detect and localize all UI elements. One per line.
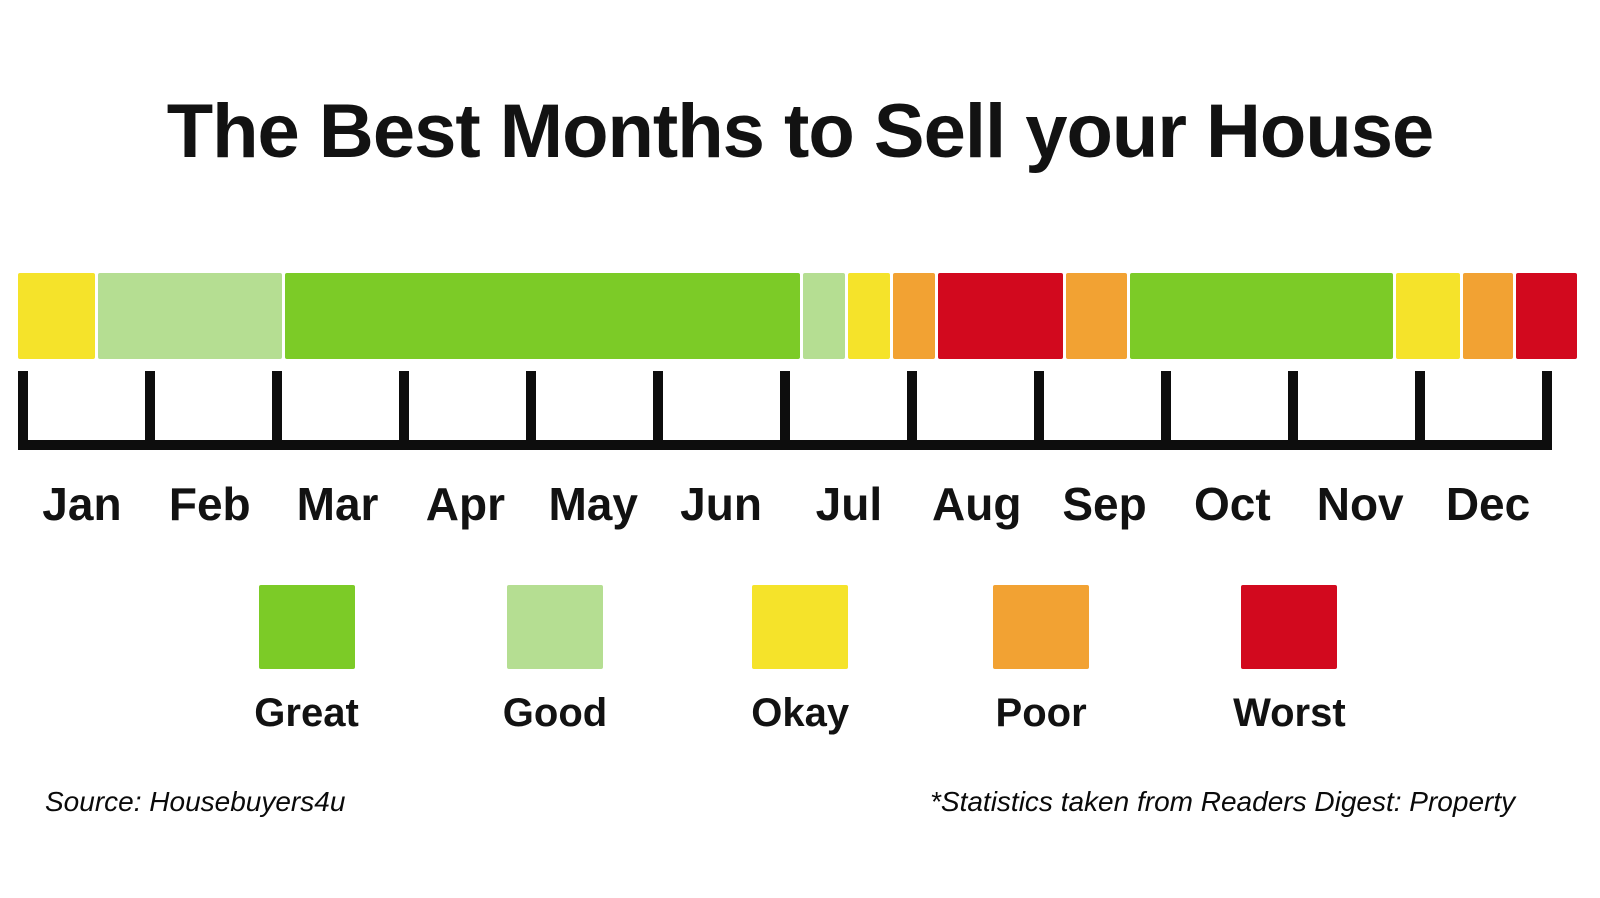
month-label-jan: Jan [42, 478, 122, 530]
axis-tick [1288, 371, 1298, 450]
month-label-nov: Nov [1316, 478, 1404, 530]
bar-segment-good [97, 273, 283, 359]
axis-tick [780, 371, 790, 450]
month-label-dec: Dec [1445, 478, 1531, 530]
bar-segment-okay [848, 273, 890, 359]
legend-label-poor: Poor [995, 691, 1087, 735]
axis-tick [144, 371, 155, 450]
bar-segment-poor [1462, 273, 1514, 359]
axis-tick [18, 371, 28, 450]
legend-swatch-okay [752, 585, 849, 669]
timeline-axis [18, 371, 1552, 450]
bar-segment-okay [1396, 273, 1460, 359]
axis-tick [1161, 371, 1171, 450]
axis-tick [271, 371, 282, 450]
page-title: The Best Months to Sell your House [166, 89, 1435, 174]
legend-swatch-great [258, 585, 355, 669]
month-label-sep: Sep [1062, 478, 1147, 530]
month-label-oct: Oct [1194, 478, 1271, 530]
legend-label-okay: Okay [751, 691, 850, 735]
legend-item-good: Good [503, 585, 607, 736]
month-labels-row: Jan Feb Mar Apr May Jun Jul Aug Sep Oct Nov Dec [18, 477, 1552, 531]
legend-label-great: Great [254, 691, 359, 735]
axis-tick [1542, 371, 1552, 450]
month-label-feb: Feb [168, 478, 251, 530]
month-label-apr: Apr [425, 478, 506, 530]
legend-swatch-worst [1241, 585, 1338, 669]
month-label-mar: Mar [296, 478, 379, 530]
legend-swatch-poor [993, 585, 1090, 669]
bar-segment-okay [18, 273, 95, 359]
bar-segment-great [1129, 273, 1394, 359]
legend-item-great: Great [254, 585, 359, 736]
axis-tick [907, 371, 917, 450]
bar-segment-great [285, 273, 801, 359]
legend-label-worst: Worst [1233, 691, 1346, 735]
bar-segment-worst [937, 273, 1063, 359]
legend-item-okay: Okay [751, 585, 849, 736]
month-label-may: May [548, 478, 638, 530]
axis-tick [1033, 371, 1044, 450]
month-label-aug: Aug [932, 478, 1022, 530]
source-text: Source: Housebuyers4u [45, 786, 346, 817]
bar-segment-poor [1065, 273, 1127, 359]
legend-item-poor: Poor [993, 585, 1090, 736]
legend-label-good: Good [502, 691, 608, 735]
month-label-jul: Jul [815, 478, 883, 530]
month-label-jun: Jun [680, 478, 762, 530]
legend-swatch-good [507, 585, 603, 669]
axis-tick [1415, 371, 1425, 450]
statistics-note: *Statistics taken from Readers Digest: P… [930, 786, 1516, 817]
bar-segment-worst [1516, 273, 1577, 359]
bar-segment-good [803, 273, 846, 359]
axis-tick [525, 371, 536, 450]
legend-item-worst: Worst [1233, 585, 1346, 736]
legend: Great Good Okay Poor Worst [0, 585, 1600, 736]
bar-segment-poor [892, 273, 935, 359]
month-rating-bar [18, 273, 1577, 359]
axis-tick [653, 371, 663, 450]
axis-tick [399, 371, 409, 450]
